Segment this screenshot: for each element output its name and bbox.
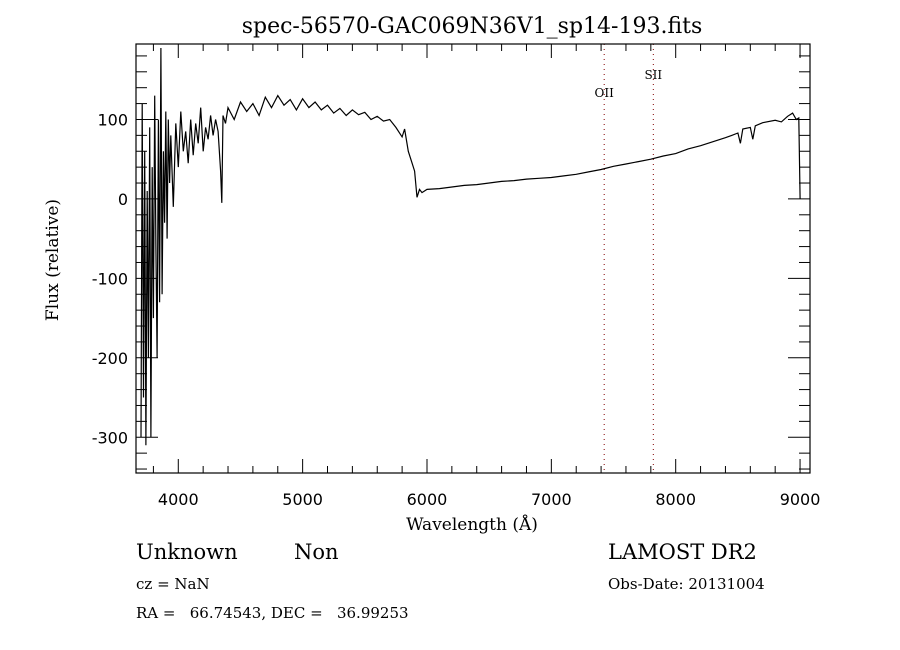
x-tick-label: 5000: [282, 490, 323, 509]
y-axis-label: Flux (relative): [43, 199, 63, 321]
line-marker-label: SII: [644, 68, 662, 82]
plot-frame: [135, 43, 811, 474]
x-axis-label: Wavelength (Å): [406, 514, 538, 535]
ra-dec: RA = 66.74543, DEC = 36.99253: [136, 604, 409, 622]
x-tick-label: 7000: [531, 490, 572, 509]
x-tick-label: 9000: [780, 490, 821, 509]
x-tick-label: 4000: [158, 490, 199, 509]
y-tick-label: 0: [118, 190, 128, 209]
x-tick-label: 6000: [407, 490, 448, 509]
chart-title: spec-56570-GAC069N36V1_sp14-193.fits: [242, 14, 703, 39]
y-tick-label: -100: [92, 269, 128, 288]
object-class: Unknown: [136, 540, 238, 564]
y-tick-label: -300: [92, 428, 128, 447]
obs-date: Obs-Date: 20131004: [608, 575, 765, 593]
line-marker-label: OII: [595, 86, 615, 100]
redshift-cz: cz = NaN: [136, 575, 210, 593]
survey-name: LAMOST DR2: [608, 540, 757, 564]
object-subclass: Non: [294, 540, 339, 564]
flux-series-line: [140, 47, 801, 446]
y-tick-label: -200: [92, 349, 128, 368]
x-tick-label: 8000: [655, 490, 696, 509]
y-tick-label: 100: [97, 110, 128, 129]
